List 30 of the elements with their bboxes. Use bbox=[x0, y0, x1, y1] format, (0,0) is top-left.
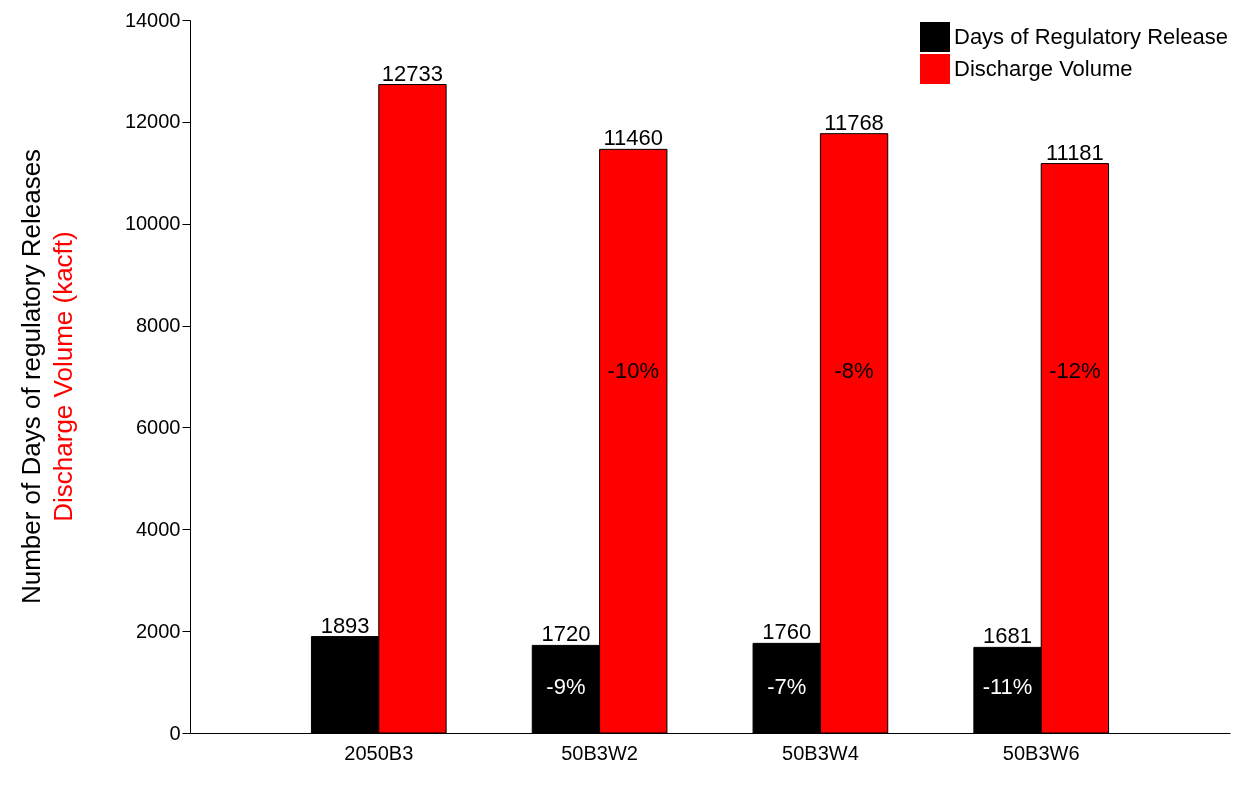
annotation: -10% bbox=[607, 358, 659, 384]
y-tick-label: 2000 bbox=[136, 619, 181, 642]
x-tick-label: 50B3W6 bbox=[1002, 741, 1080, 764]
x-tick-label: 50B3W2 bbox=[561, 741, 638, 764]
data-label: 11181 bbox=[1045, 139, 1104, 165]
annotation: -12% bbox=[1049, 358, 1101, 384]
y-tick-label: 10000 bbox=[124, 212, 181, 235]
annotation: -9% bbox=[546, 674, 586, 700]
data-label: 12733 bbox=[381, 60, 444, 86]
annotation: -11% bbox=[982, 674, 1033, 700]
data-label: 11460 bbox=[603, 125, 664, 151]
data-label: 1893 bbox=[320, 612, 370, 638]
y-tick-label: 4000 bbox=[136, 517, 181, 540]
annotation: -8% bbox=[834, 358, 874, 384]
data-label: 11768 bbox=[824, 109, 884, 135]
legend-label: Days of Regulatory Release bbox=[954, 24, 1228, 49]
y-tick-label: 14000 bbox=[124, 8, 181, 31]
x-tick-label: 50B3W4 bbox=[782, 741, 859, 764]
y-tick-label: 8000 bbox=[136, 314, 181, 337]
data-label: 1681 bbox=[983, 623, 1033, 649]
y-tick-label: 6000 bbox=[136, 415, 181, 438]
y-tick-label: 12000 bbox=[124, 110, 181, 133]
annotation: -7% bbox=[767, 674, 807, 700]
text: Discharge Volume (kacft) bbox=[48, 231, 78, 522]
text: Number of Days of regulatory Releases bbox=[16, 148, 46, 605]
data-label: 1760 bbox=[762, 619, 812, 645]
x-tick-label: 2050B3 bbox=[344, 741, 414, 764]
legend-label: Discharge Volume bbox=[954, 56, 1133, 81]
data-label: 1720 bbox=[541, 621, 591, 647]
y-tick-label: 0 bbox=[169, 721, 181, 744]
